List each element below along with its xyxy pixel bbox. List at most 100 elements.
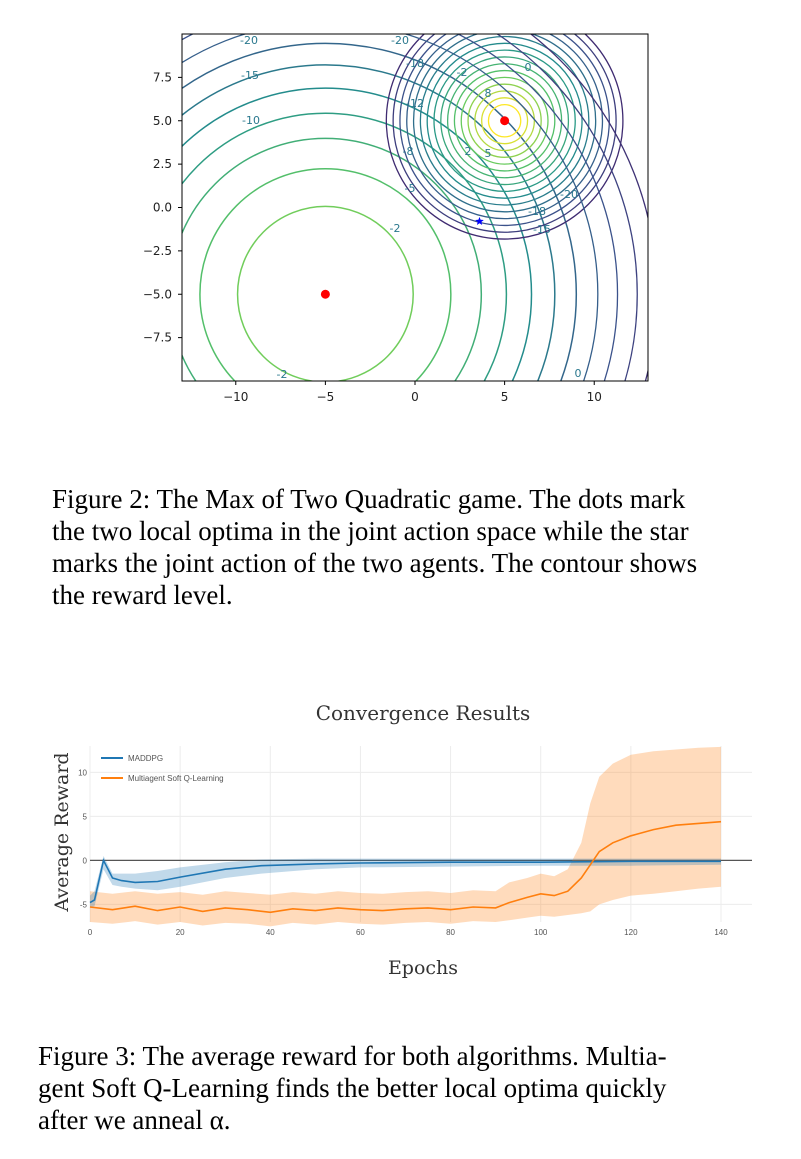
x-tick-label: 60: [356, 928, 365, 937]
caption-line: the reward level.: [52, 580, 233, 610]
y-tick-label: −5.0: [143, 287, 172, 301]
y-tick-label: 5.0: [153, 114, 172, 128]
contour-y-axis: 7.5 5.0 2.5 0.0 −2.5 −5.0 −7.5: [143, 70, 182, 345]
contour-level-label: -10: [242, 114, 260, 127]
y-tick-label: 0.0: [153, 201, 172, 215]
y-tick-label: −2.5: [143, 244, 172, 258]
x-tick-label: 140: [714, 928, 728, 937]
local-optimum-dot: [500, 116, 510, 126]
contour-line: [426, 42, 583, 199]
confidence-bands: [90, 746, 721, 927]
series-line: [89, 820, 722, 914]
contour-level-label: -12: [406, 97, 424, 110]
joint-action-star: [475, 216, 484, 225]
confidence-band: [90, 746, 721, 927]
figure3-caption: Figure 3: The average reward for both al…: [38, 1040, 766, 1136]
contour-line: [495, 34, 638, 381]
contour-line: [385, 34, 624, 240]
contour-line: [182, 87, 533, 381]
contour-line: [481, 97, 529, 145]
caption-line: after we anneal α.: [38, 1105, 231, 1135]
x-tick-label: 10: [587, 390, 602, 404]
contour-level-label: -2: [457, 66, 468, 79]
contour-line: [182, 112, 508, 381]
local-optimum-dot: [320, 289, 330, 299]
y-tick-label: 5: [83, 812, 88, 821]
contour-line: [392, 34, 617, 233]
y-tick-label: -5: [80, 900, 88, 909]
x-tick-label: 80: [446, 928, 455, 937]
contour-level-labels: -20 -15 -10 -8 -5 -2 -20 -18 -12 8 52 0 -2 -20 -18 -15 0…: [240, 34, 581, 381]
contour-level-label: -8: [403, 145, 414, 158]
x-tick-label: 120: [624, 928, 638, 937]
contour-line: [460, 76, 549, 165]
contour-level-label: 0: [525, 61, 532, 74]
contour-line: [399, 34, 610, 227]
contour-level-label: -15: [533, 223, 551, 236]
contour-line: [199, 168, 452, 381]
contour-line: [474, 90, 536, 152]
contour-level-label: -2: [390, 222, 401, 235]
x-tick-label: −10: [223, 390, 248, 404]
contour-lines: [182, 34, 648, 381]
contour-line: [182, 34, 599, 381]
convergence-grid: [89, 746, 752, 922]
x-tick-label: 0: [88, 928, 93, 937]
figure2-caption: Figure 2: The Max of Two Quadratic game.…: [52, 483, 766, 611]
chart-legend: MADDPG Multiagent Soft Q-Learning: [101, 754, 224, 783]
x-tick-label: 40: [266, 928, 275, 937]
contour-markers: [320, 116, 510, 299]
legend-label: Multiagent Soft Q-Learning: [128, 774, 224, 783]
contour-level-label: -20: [560, 188, 578, 201]
x-tick-label: 20: [176, 928, 185, 937]
contour-line: [182, 42, 577, 381]
caption-line: Figure 3: The average reward for both al…: [38, 1041, 667, 1071]
caption-line: marks the joint action of the two agents…: [52, 548, 698, 578]
y-tick-label: 2.5: [153, 157, 172, 171]
y-tick-label: 0: [83, 856, 88, 865]
x-tick-label: 0: [411, 390, 419, 404]
chart-title: Convergence Results: [316, 701, 531, 725]
legend-label: MADDPG: [128, 754, 163, 763]
contour-figure: -20-15-10-8-5-2-20-18-128520-2-20-18-150…: [143, 33, 649, 404]
contour-level-label: 0: [575, 367, 582, 380]
convergence-figure: Convergence Results 0 20 40 60 80 100 120 140 1…: [51, 701, 752, 979]
contour-level-label: 5: [485, 147, 492, 160]
series-line: [89, 858, 721, 904]
x-tick-label: 5: [501, 390, 509, 404]
caption-line: Figure 2: The Max of Two Quadratic game.…: [52, 484, 686, 514]
contour-line: [412, 34, 597, 213]
contour-level-label: 2: [465, 145, 472, 158]
contour-level-label: -2: [277, 368, 288, 381]
contour-level-label: -20: [391, 34, 409, 47]
contour-x-axis: −10 −5 0 5 10: [223, 381, 602, 404]
y-tick-label: 10: [78, 768, 87, 777]
contour-line: [440, 56, 570, 186]
contour-line: [467, 83, 542, 158]
contour-level-label: -20: [240, 34, 258, 47]
contour-line: [236, 205, 414, 381]
contour-line: [433, 49, 576, 193]
contour-line: [182, 34, 619, 381]
contour-level-label: -15: [241, 69, 259, 82]
y-axis-label: Average Reward: [51, 752, 73, 912]
x-tick-label: 100: [534, 928, 548, 937]
x-axis-label: Epochs: [388, 957, 458, 979]
y-tick-label: −7.5: [143, 331, 172, 345]
contour-level-label: -18: [528, 205, 546, 218]
contour-line: [487, 103, 522, 138]
x-tick-label: −5: [317, 390, 335, 404]
caption-line: the two local optima in the joint action…: [52, 516, 689, 546]
convergence-x-axis: 0 20 40 60 80 100 120 140: [88, 928, 728, 937]
contour-line: [182, 64, 556, 381]
caption-line: gent Soft Q-Learning finds the better lo…: [38, 1073, 667, 1103]
convergence-y-axis: 10 5 0 -5: [78, 768, 87, 909]
contour-line: [182, 137, 483, 381]
contour-line: [419, 35, 590, 206]
contour-level-label: 8: [485, 87, 492, 100]
y-tick-label: 7.5: [153, 70, 172, 84]
contour-line: [453, 69, 556, 172]
contour-level-label: -18: [406, 57, 424, 70]
contour-level-label: -5: [405, 182, 416, 195]
contour-line: [406, 34, 604, 220]
